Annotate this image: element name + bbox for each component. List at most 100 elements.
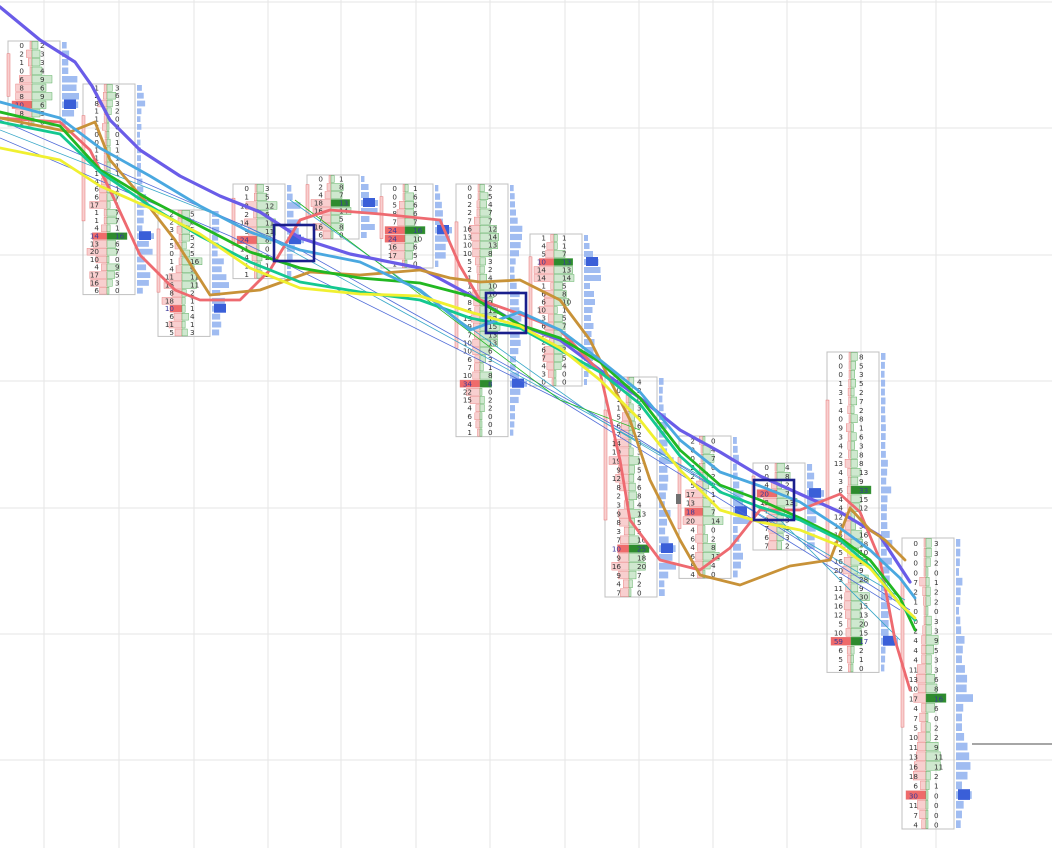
bid-volume-label: 4 <box>94 177 99 186</box>
bid-volume-cell <box>102 92 108 100</box>
bid-volume-cell <box>550 234 555 242</box>
volume-profile-row <box>361 232 367 238</box>
ask-volume-label: 6 <box>265 210 270 219</box>
ask-volume-label: 7 <box>488 208 493 217</box>
bid-volume-label: 4 <box>913 821 918 830</box>
ask-volume-cell <box>925 819 929 829</box>
ask-volume-label: 30 <box>859 593 869 602</box>
ask-volume-cell <box>628 482 636 492</box>
ask-volume-label: 13 <box>488 330 497 339</box>
bid-volume-label: 1 <box>19 58 24 67</box>
bid-volume-cell <box>28 58 33 67</box>
ask-volume-cell <box>181 320 186 329</box>
bid-volume-cell <box>402 184 406 193</box>
ask-volume-label: 0 <box>488 420 493 429</box>
trend-line <box>294 199 641 431</box>
volume-profile-row <box>956 733 965 741</box>
poc-marker <box>661 543 673 553</box>
volume-profile-row <box>584 267 601 273</box>
ask-volume-label: 6 <box>40 101 45 110</box>
ask-volume-label: 3 <box>934 539 939 548</box>
ask-volume-label: 3 <box>265 184 270 193</box>
volume-profile-row <box>435 235 450 242</box>
ask-volume-cell <box>479 200 488 209</box>
bid-volume-label: 0 <box>913 568 918 577</box>
ask-volume-label: 3 <box>934 656 939 665</box>
ask-volume-label: 3 <box>934 627 939 636</box>
ask-volume-label: 0 <box>859 664 864 673</box>
volume-profile-row <box>435 201 442 209</box>
bid-volume-cell <box>324 191 332 199</box>
bid-volume-label: 0 <box>467 192 472 201</box>
ask-volume-label: 7 <box>562 250 567 259</box>
volume-profile-row <box>733 552 743 560</box>
volume-profile-row <box>287 219 301 226</box>
ask-volume-label: 7 <box>637 571 642 580</box>
bid-volume-cell <box>848 663 852 673</box>
volume-profile-row <box>659 457 674 464</box>
ask-volume-cell <box>31 41 39 50</box>
ask-volume-label: 6 <box>413 201 418 210</box>
volume-profile-row <box>659 395 663 403</box>
ask-volume-cell <box>553 290 567 298</box>
ask-volume-label: 2 <box>785 481 790 490</box>
ask-volume-cell <box>553 258 573 266</box>
bid-volume-label: 2 <box>913 588 918 597</box>
ask-volume-label: 1 <box>562 242 567 251</box>
ask-volume-label: 7 <box>785 489 790 498</box>
bid-volume-label: 9 <box>616 509 621 518</box>
ask-volume-label: 13 <box>562 258 571 267</box>
bid-volume-label: 16 <box>388 243 398 252</box>
bid-volume-cell <box>547 314 555 322</box>
volume-profile-row <box>510 282 517 289</box>
ask-volume-label: 25 <box>637 545 646 554</box>
bid-volume-cell <box>472 339 481 347</box>
ask-volume-label: 3 <box>190 328 195 337</box>
volume-profile-row <box>510 307 520 314</box>
ask-volume-cell <box>850 646 855 655</box>
ask-volume-cell <box>850 441 855 450</box>
bid-volume-label: 1 <box>94 115 99 124</box>
bid-volume-label: 3 <box>541 314 546 323</box>
ask-volume-label: 5 <box>859 379 864 388</box>
ask-volume-cell <box>479 363 484 372</box>
ask-volume-label: 11 <box>265 219 274 228</box>
volume-profile-row <box>659 483 668 491</box>
ask-volume-cell <box>256 244 260 253</box>
ask-volume-label: 2 <box>115 107 120 116</box>
bid-volume-label: 6 <box>541 346 546 355</box>
bid-volume-label: 6 <box>169 312 174 321</box>
bid-volume-cell <box>919 809 927 819</box>
volume-profile-row <box>733 437 737 444</box>
volume-profile-row <box>137 209 144 216</box>
bid-volume-label: 18 <box>686 508 696 517</box>
ask-volume-cell <box>106 240 116 248</box>
bid-volume-label: 7 <box>541 354 546 363</box>
bid-volume-cell <box>476 265 481 274</box>
ask-volume-cell <box>925 548 932 558</box>
ask-volume-cell <box>553 242 558 250</box>
bid-volume-cell <box>254 184 258 193</box>
bid-volume-cell <box>843 601 852 610</box>
ask-volume-label: 1 <box>934 578 939 587</box>
volume-profile-row <box>881 531 890 538</box>
ask-volume-cell <box>925 771 931 781</box>
volume-profile-row <box>956 674 968 683</box>
ask-volume-label: 3 <box>785 533 790 542</box>
ask-volume-label: 0 <box>562 378 567 387</box>
ask-volume-label: 3 <box>859 370 864 379</box>
ask-volume-label: 1 <box>190 296 195 305</box>
ask-volume-label: 0 <box>934 607 939 616</box>
bid-volume-cell <box>176 226 183 234</box>
ask-volume-label: 15 <box>859 628 868 637</box>
ask-volume-label: 0 <box>115 130 120 139</box>
ask-volume-cell <box>553 282 563 290</box>
ask-volume-label: 5 <box>637 465 642 474</box>
bid-volume-label: 4 <box>913 656 918 665</box>
bid-volume-label: 4 <box>838 468 843 477</box>
volume-profile-row <box>807 464 813 471</box>
bid-volume-cell <box>620 535 630 544</box>
bid-volume-label: 8 <box>690 561 695 570</box>
volume-profile-row <box>137 217 144 224</box>
